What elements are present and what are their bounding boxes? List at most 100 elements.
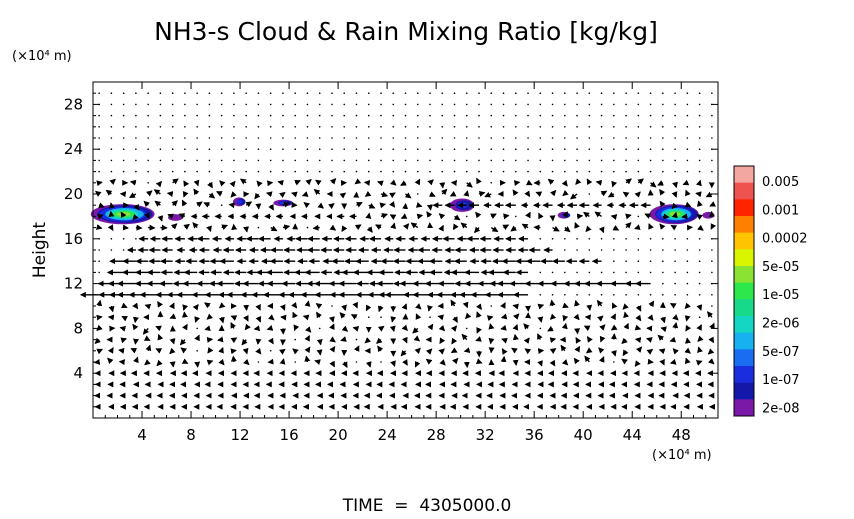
wind-vector-dot [686,137,689,139]
wind-vector [157,215,164,222]
wind-vector-dot [613,249,615,251]
wind-vector-dot [674,137,676,139]
wind-vector [685,189,691,197]
wind-vector-dot [343,137,346,139]
wind-vector [709,322,715,330]
wind-vector [670,224,678,231]
y-tick-label: 4 [73,364,83,382]
wind-vector [157,333,164,341]
wind-vector-dot [514,215,517,218]
colorbar-label: 5e-05 [762,260,800,275]
wind-vector [390,360,396,367]
wind-vector [206,313,214,320]
wind-vector-dot [698,294,701,296]
wind-vector [709,201,716,207]
wind-vector-dot [282,170,284,173]
wind-vector [329,360,335,368]
wind-vector-dot [147,103,149,106]
wind-vector-dot [564,114,566,117]
wind-vector-dot [147,114,149,117]
wind-vector-dot [367,316,370,319]
wind-vector [562,190,569,197]
wind-vector [475,358,483,365]
wind-vector-dot [318,103,321,106]
wind-vector-dot [159,159,162,162]
wind-vector-dot [588,114,591,117]
wind-vector [610,350,617,357]
wind-vector [120,211,127,219]
wind-vector [449,190,457,197]
wind-vector-dot [441,137,444,139]
wind-vector [659,189,666,196]
colorbar-frame [733,165,755,417]
wind-vector-dot [269,114,272,117]
wind-vector [415,313,422,320]
wind-vector-dot [110,170,113,173]
wind-vector [439,337,446,345]
wind-vector [697,346,703,353]
wind-vector [478,190,486,197]
wind-vector-dot [478,103,480,106]
wind-vector-dot [135,148,137,150]
wind-vector-dot [355,137,358,139]
wind-vector [658,348,666,355]
wind-vector-dot [208,148,211,150]
wind-vector-dot [490,103,493,106]
wind-vector-dot [649,260,652,263]
wind-vector-dot [588,148,591,150]
wind-vector-dot [343,92,346,94]
wind-vector [476,311,482,318]
wind-vector-dot [649,294,652,296]
wind-vector-dot [110,137,113,139]
wind-vector [144,212,150,219]
wind-vector [513,313,520,320]
wind-vector-dot [551,137,554,139]
wind-vector [155,325,162,332]
wind-vector [623,311,630,319]
wind-vector-dot [306,148,309,150]
wind-vector [524,190,531,198]
wind-vector [153,189,161,196]
wind-vector-dot [637,294,640,296]
wind-vector-dot [220,126,223,128]
colorbar-swatch [734,182,754,200]
wind-vector [416,213,424,220]
wind-vector-dot [294,126,297,128]
wind-vector-dot [294,114,297,117]
wind-vector [301,191,309,197]
wind-vector-dot [220,103,223,106]
wind-vector-dot [564,92,566,94]
wind-vector [279,191,286,198]
wind-vector [241,338,248,346]
wind-vector [561,322,568,330]
wind-vector-dot [294,338,297,341]
wind-vector [204,302,211,309]
cloud-layer [90,197,715,225]
wind-vector-dot [502,159,505,162]
wind-vector-dot [551,103,554,106]
wind-vector [622,191,630,198]
wind-vector [513,180,521,186]
wind-vector [429,191,436,197]
colorbar-label: 1e-05 [762,288,800,303]
wind-vector [610,333,617,340]
wind-vector-dot [588,170,591,173]
wind-vector-dot [649,249,652,251]
chart-title: NH3-s Cloud & Rain Mixing Ratio [kg/kg] [154,17,658,46]
wind-vector [512,303,519,310]
wind-vector [329,336,336,343]
x-tick-label: 40 [574,426,593,444]
wind-vector [364,190,372,197]
wind-vector [304,300,311,307]
wind-vector [634,191,641,198]
wind-vector [206,225,212,233]
wind-vector [648,223,654,230]
wind-vector [380,191,389,198]
wind-vector-dot [159,148,162,150]
wind-vector [255,338,262,345]
wind-vector [635,305,642,312]
wind-vector-dot [220,204,223,206]
wind-vector [586,336,593,343]
wind-vector-dot [404,148,407,150]
